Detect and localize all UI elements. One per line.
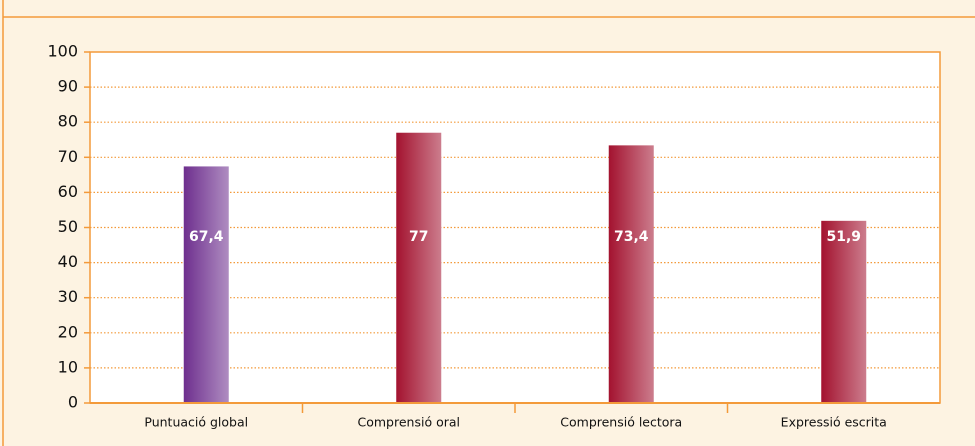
y-tick-label: 0 bbox=[68, 393, 78, 412]
bar bbox=[608, 145, 654, 403]
y-tick-label: 80 bbox=[58, 112, 78, 131]
y-tick-label: 100 bbox=[47, 42, 78, 61]
y-tick-label: 90 bbox=[58, 77, 78, 96]
bar bbox=[396, 132, 442, 404]
y-tick-label: 20 bbox=[58, 322, 78, 341]
y-tick-label: 10 bbox=[58, 357, 78, 376]
value-label: 67,4 bbox=[189, 229, 224, 245]
y-tick-label: 60 bbox=[58, 182, 78, 201]
value-label: 51,9 bbox=[826, 229, 861, 245]
bar bbox=[183, 166, 229, 403]
y-tick-label: 40 bbox=[58, 252, 78, 271]
x-tick-label: Comprensió oral bbox=[358, 415, 461, 430]
bar bbox=[821, 220, 867, 403]
y-tick-label: 50 bbox=[58, 217, 78, 236]
x-tick-label: Puntuació global bbox=[144, 415, 248, 430]
y-tick-label: 70 bbox=[58, 147, 78, 166]
value-label: 77 bbox=[409, 229, 428, 245]
x-tick-label: Expressió escrita bbox=[781, 415, 887, 430]
x-tick-label: Comprensió lectora bbox=[560, 415, 682, 430]
value-label: 73,4 bbox=[614, 229, 649, 245]
y-tick-label: 30 bbox=[58, 287, 78, 306]
